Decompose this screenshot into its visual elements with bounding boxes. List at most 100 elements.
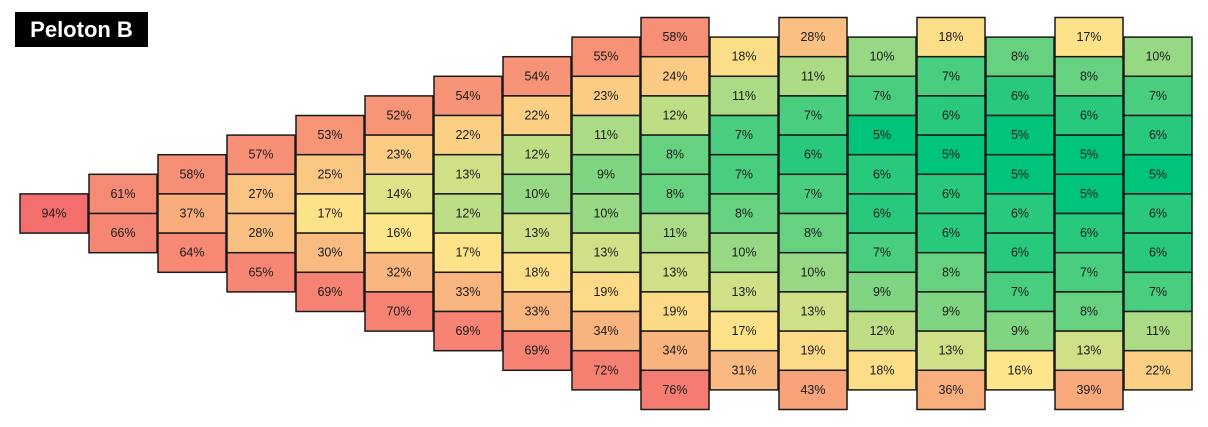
heatmap-cell: 53%: [295, 114, 365, 156]
heatmap-cell-rect: [226, 134, 296, 176]
heatmap-cell-label: 43%: [800, 383, 825, 397]
heatmap-cell-label: 6%: [1149, 128, 1167, 142]
heatmap-cell-rect: [433, 114, 503, 156]
heatmap-cell-label: 34%: [662, 344, 687, 358]
heatmap-cell-rect: [364, 212, 434, 254]
heatmap-cell-label: 13%: [593, 246, 618, 260]
heatmap-cell-rect: [985, 232, 1055, 274]
heatmap-cell: 7%: [1123, 75, 1193, 117]
heatmap-cell-rect: [1123, 232, 1193, 274]
heatmap-cell-rect: [571, 271, 641, 313]
heatmap-cell-rect: [364, 251, 434, 293]
heatmap-cell-label: 32%: [386, 265, 411, 279]
heatmap-cell-rect: [502, 134, 572, 176]
heatmap-cell: 13%: [571, 232, 641, 274]
heatmap-cell-rect: [571, 153, 641, 195]
heatmap-cell: 17%: [1054, 16, 1124, 58]
heatmap-cell: 54%: [433, 75, 503, 117]
heatmap-cell-label: 55%: [593, 50, 618, 64]
heatmap-cell: 8%: [916, 251, 986, 293]
heatmap-cell: 10%: [778, 251, 848, 293]
heatmap-cell-label: 6%: [873, 167, 891, 181]
heatmap-cell: 6%: [985, 75, 1055, 117]
heatmap-cell-label: 8%: [1011, 50, 1029, 64]
heatmap-cell: 19%: [640, 291, 710, 332]
heatmap-cell-label: 13%: [800, 305, 825, 319]
heatmap-cell: 12%: [847, 310, 917, 352]
heatmap-cell-rect: [571, 114, 641, 156]
heatmap-cell: 8%: [985, 36, 1055, 78]
heatmap-cell-rect: [1054, 55, 1124, 97]
heatmap-cell-label: 10%: [800, 265, 825, 279]
heatmap-cell-label: 17%: [317, 207, 342, 221]
heatmap-cell-label: 94%: [41, 207, 66, 221]
heatmap-cell: 17%: [295, 193, 365, 234]
heatmap-cell: 25%: [295, 153, 365, 195]
heatmap-cell-label: 11%: [663, 226, 687, 240]
heatmap-cell: 11%: [709, 75, 779, 117]
heatmap-cell: 11%: [571, 114, 641, 156]
heatmap-cell: 18%: [709, 36, 779, 78]
heatmap-cell: 9%: [916, 291, 986, 332]
heatmap-cell-rect: [571, 232, 641, 274]
heatmap-cell-label: 6%: [873, 207, 891, 221]
heatmap-cell-label: 11%: [801, 69, 825, 83]
heatmap-cell: 8%: [640, 173, 710, 215]
heatmap-cell-label: 9%: [597, 167, 615, 181]
heatmap-cell: 36%: [916, 369, 986, 411]
heatmap-cell-label: 13%: [524, 226, 549, 240]
heatmap-cell: 6%: [847, 193, 917, 234]
heatmap-cell: 6%: [847, 153, 917, 195]
heatmap-cell-label: 69%: [524, 344, 549, 358]
heatmap-cell-rect: [1123, 36, 1193, 78]
heatmap-cell-label: 13%: [731, 285, 756, 299]
heatmap-cell-rect: [433, 75, 503, 117]
heatmap-cell-label: 10%: [1145, 50, 1170, 64]
heatmap-cell-label: 11%: [594, 128, 618, 142]
heatmap-cell-label: 7%: [1011, 285, 1029, 299]
heatmap-cell: 5%: [916, 134, 986, 176]
heatmap-cell-rect: [433, 193, 503, 234]
heatmap-cell-rect: [295, 271, 365, 313]
heatmap-cell: 13%: [640, 251, 710, 293]
heatmap-cell: 7%: [1123, 271, 1193, 313]
heatmap-cell-label: 6%: [1080, 109, 1098, 123]
heatmap-cell: 6%: [985, 193, 1055, 234]
heatmap-cell-rect: [571, 36, 641, 78]
heatmap-cell-label: 69%: [455, 324, 480, 338]
heatmap-cell-rect: [778, 134, 848, 176]
heatmap-cell-label: 17%: [1076, 30, 1101, 44]
heatmap-cell: 5%: [1054, 134, 1124, 176]
heatmap-cell: 7%: [985, 271, 1055, 313]
heatmap-cell: 33%: [433, 271, 503, 313]
heatmap-cell: 18%: [916, 16, 986, 58]
heatmap-cell-rect: [709, 271, 779, 313]
heatmap-cell-label: 61%: [110, 187, 135, 201]
heatmap-cell-label: 7%: [873, 89, 891, 103]
heatmap-cell: 69%: [502, 330, 572, 372]
heatmap-cell-label: 18%: [869, 363, 894, 377]
heatmap-cell-label: 36%: [938, 383, 963, 397]
heatmap-cell-rect: [640, 369, 710, 411]
heatmap-cell-label: 19%: [800, 344, 825, 358]
heatmap-cell-label: 5%: [942, 148, 960, 162]
heatmap-cell: 34%: [571, 310, 641, 352]
heatmap-cell-label: 7%: [1080, 265, 1098, 279]
heatmap-cell-rect: [916, 55, 986, 97]
heatmap-cell-rect: [571, 75, 641, 117]
heatmap-cell-label: 6%: [804, 148, 822, 162]
heatmap-cell-label: 70%: [386, 305, 411, 319]
heatmap-cell: 11%: [1123, 310, 1193, 352]
heatmap-cell-rect: [295, 153, 365, 195]
heatmap-cell-rect: [778, 369, 848, 411]
heatmap-cell-rect: [640, 291, 710, 332]
heatmap-cell: 8%: [640, 134, 710, 176]
heatmap-cell-label: 16%: [1007, 363, 1032, 377]
heatmap-cell-label: 6%: [1080, 226, 1098, 240]
heatmap-cell: 10%: [709, 232, 779, 274]
heatmap-cell: 39%: [1054, 369, 1124, 411]
heatmap-cell-label: 57%: [248, 148, 273, 162]
heatmap-cell: 11%: [640, 212, 710, 254]
heatmap-cell-label: 5%: [1080, 148, 1098, 162]
heatmap-cell-label: 11%: [1146, 324, 1170, 338]
